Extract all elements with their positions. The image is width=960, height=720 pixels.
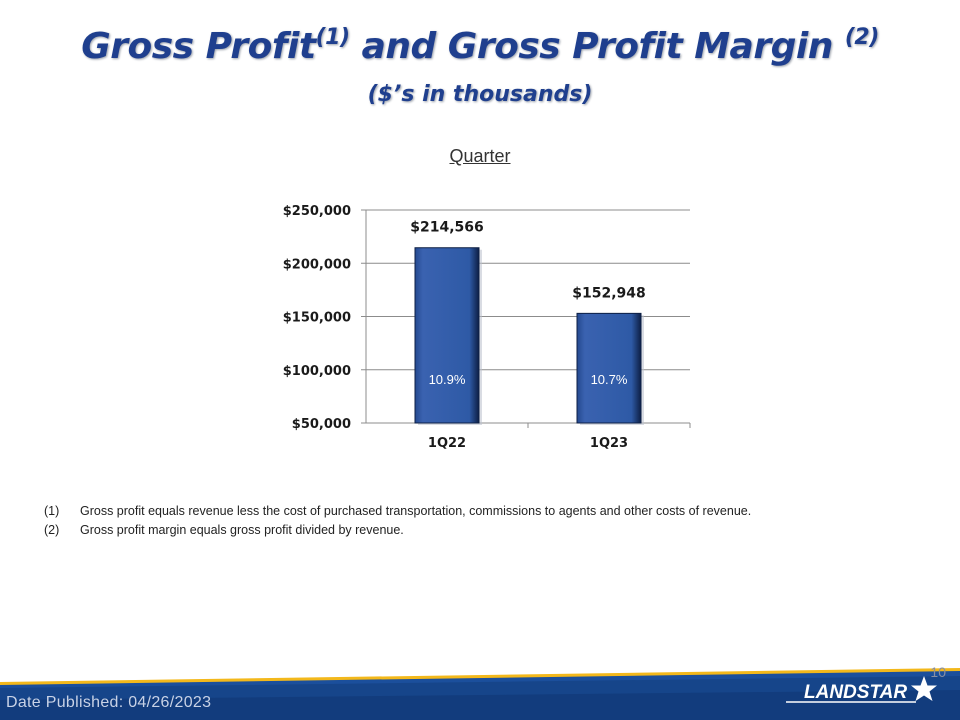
footnotes: (1) Gross profit equals revenue less the… (44, 501, 751, 539)
x-tick-label: 1Q22 (428, 436, 466, 451)
footnote-1: (1) Gross profit equals revenue less the… (44, 501, 751, 520)
logo-text: LANDSTAR (804, 682, 907, 703)
slide-title: Gross Profit(1) and Gross Profit Margin … (0, 26, 960, 67)
margin-label: 10.9% (429, 372, 466, 387)
y-tick-label: $150,000 (283, 311, 351, 326)
y-tick-label: $250,000 (283, 204, 351, 219)
footer-band (0, 668, 960, 720)
bar (576, 312, 642, 424)
star-icon (911, 676, 937, 701)
bar (414, 247, 480, 424)
slide-subtitle: ($’s in thousands) (367, 82, 593, 107)
bar-chart: $50,000$100,000$150,000$200,000$250,000 … (283, 204, 691, 451)
date-published: Date Published: 04/26/2023 (6, 694, 212, 711)
landstar-logo: LANDSTAR (786, 676, 937, 703)
y-tick-label: $100,000 (283, 364, 351, 379)
y-tick-label: $200,000 (283, 257, 351, 272)
chart-title: Quarter (0, 146, 960, 167)
title-part-1: Gross Profit (81, 26, 316, 67)
footnote-2: (2) Gross profit margin equals gross pro… (44, 520, 751, 539)
title-part-2: and Gross Profit Margin (349, 26, 845, 67)
x-axis: 1Q22 1Q23 (428, 423, 691, 451)
bars-group (414, 247, 644, 425)
title-footnote-2: (2) (844, 25, 879, 50)
footnote-1-number: (1) (44, 503, 60, 518)
data-labels: $214,566 10.9% $152,948 10.7% (410, 220, 646, 387)
title-footnote-1: (1) (315, 25, 350, 50)
footnote-2-text: Gross profit margin equals gross profit … (80, 522, 404, 537)
y-axis: $50,000 $100,000 $150,000 $200,000 $250,000 (283, 204, 367, 432)
margin-label: 10.7% (591, 372, 628, 387)
footnote-1-text: Gross profit equals revenue less the cos… (80, 503, 752, 518)
chart-title-text: Quarter (449, 146, 511, 166)
footnote-2-number: (2) (44, 522, 60, 537)
page-number: 10 (930, 664, 946, 680)
y-tick-label: $50,000 (292, 417, 351, 432)
bar-value-label: $152,948 (572, 285, 646, 301)
x-tick-label: 1Q23 (590, 436, 628, 451)
bar-value-label: $214,566 (410, 220, 484, 236)
